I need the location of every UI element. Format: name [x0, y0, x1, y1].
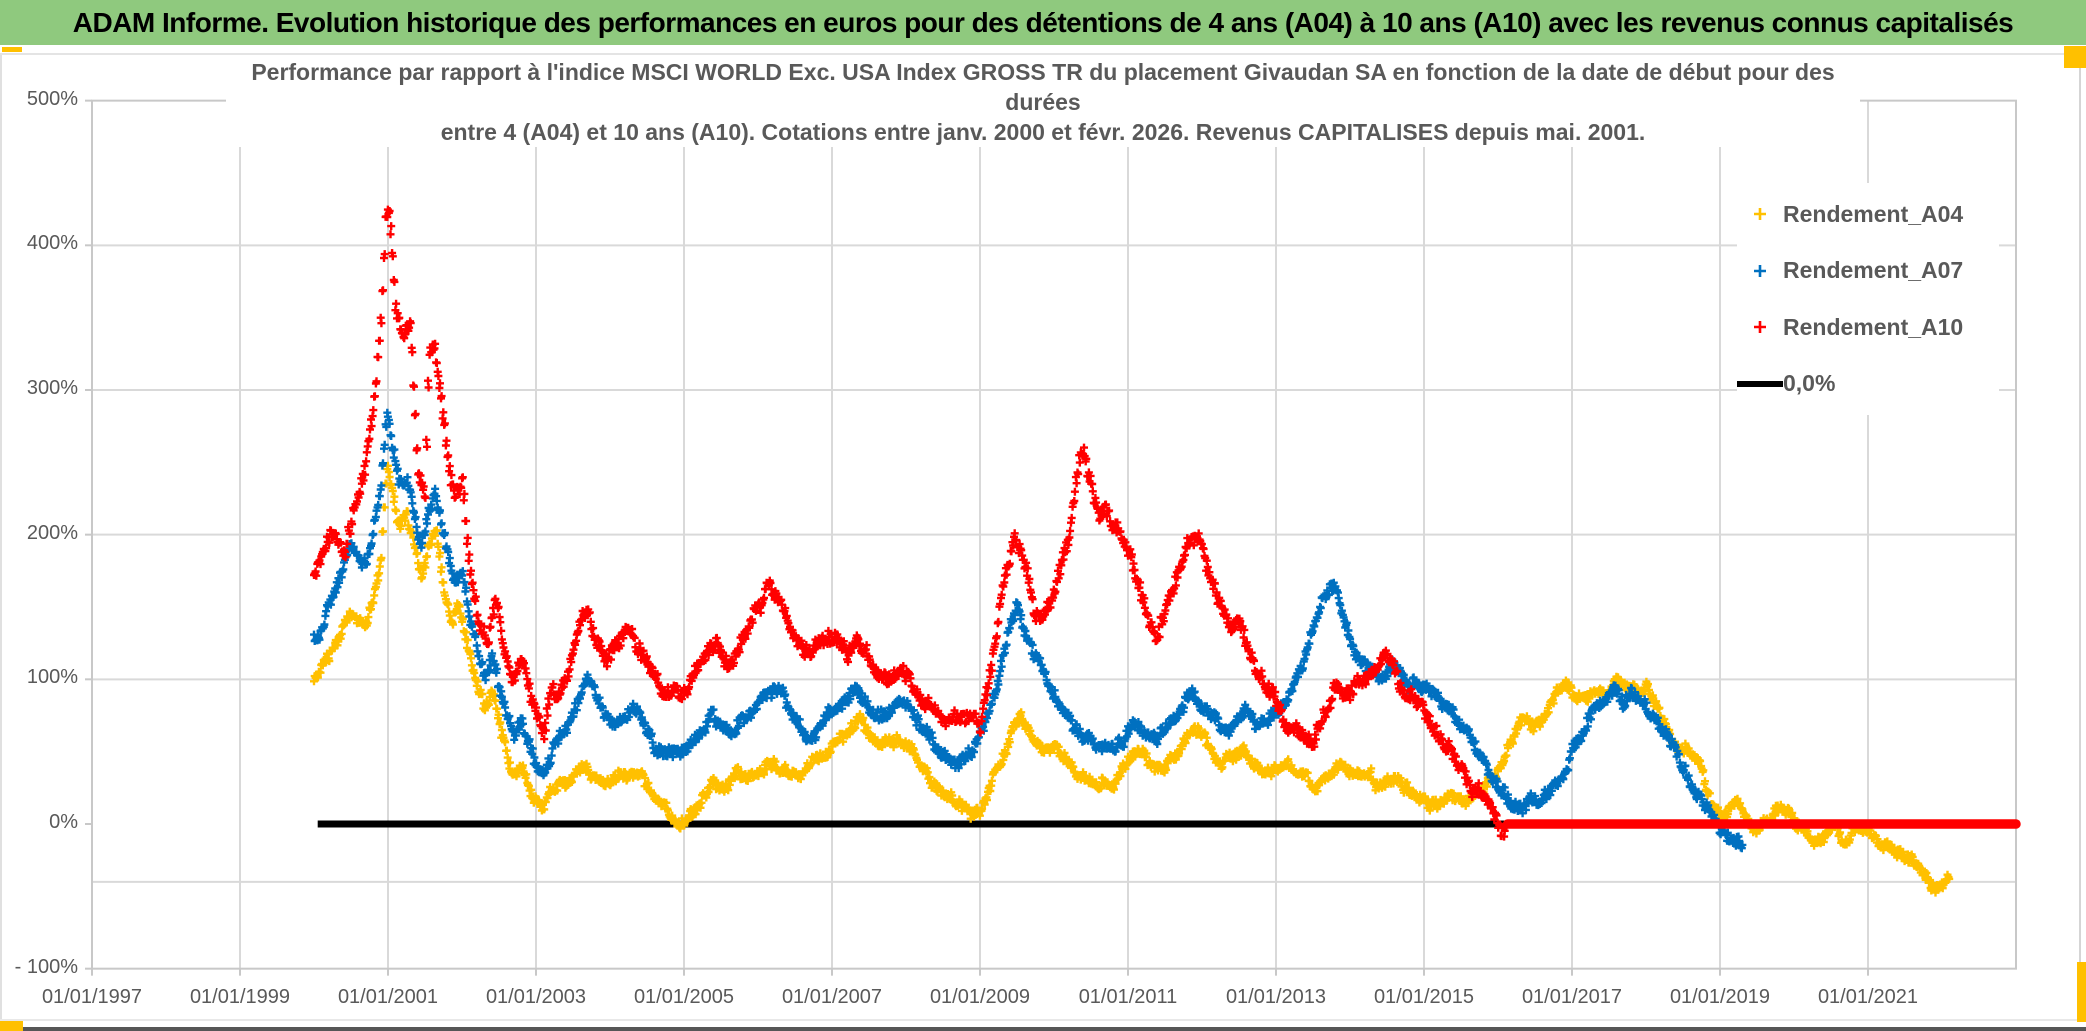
x-axis-label: 01/01/2011: [1078, 986, 1178, 1008]
x-axis-label: 01/01/2005: [633, 986, 735, 1008]
x-axis-label: 01/01/2007: [781, 986, 883, 1008]
series-markers-Rendement_A07: [310, 408, 1747, 853]
y-axis-label: 200%: [26, 521, 78, 544]
y-axis-label: 100%: [26, 666, 78, 689]
footer-divider: [0, 1019, 2086, 1021]
legend-item-0-0-[interactable]: 0,0%: [1737, 359, 1999, 409]
x-axis-label: 01/01/1999: [189, 986, 291, 1008]
legend-label: 0,0%: [1783, 370, 1836, 397]
x-axis-label: 01/01/2019: [1669, 986, 1771, 1008]
legend-label: Rendement_A10: [1783, 313, 1964, 340]
accent-mark-top-right: [2064, 46, 2086, 68]
frame-right-border: [2079, 55, 2081, 1021]
y-axis-label: 0%: [49, 811, 78, 833]
header-title: ADAM Informe. Evolution historique des p…: [72, 6, 2014, 38]
x-axis-label: 01/01/1997: [41, 986, 143, 1008]
legend-label: Rendement_A04: [1783, 200, 1964, 227]
chart-title-line-2: durées: [1005, 89, 1081, 115]
chart-title: Performance par rapport à l'indice MSCI …: [226, 57, 1860, 147]
x-axis-label: 01/01/2009: [929, 986, 1031, 1008]
x-axis-label: 01/01/2013: [1225, 986, 1327, 1008]
legend-item-rendement-a04[interactable]: Rendement_A04: [1737, 189, 1999, 239]
plus-marker-icon: [1737, 206, 1783, 222]
plus-marker-icon: [1737, 319, 1783, 335]
chart-title-line-1: Performance par rapport à l'indice MSCI …: [251, 59, 1835, 85]
header-banner: ADAM Informe. Evolution historique des p…: [0, 0, 2086, 45]
x-axis-label: 01/01/2003: [485, 986, 587, 1008]
series-markers-Rendement_A10: [310, 205, 1511, 841]
y-axis-label: 300%: [26, 376, 78, 399]
legend-label: Rendement_A07: [1783, 257, 1964, 284]
y-axis-label: 500%: [26, 87, 78, 110]
chart-title-line-3: entre 4 (A04) et 10 ans (A10). Cotations…: [440, 119, 1646, 145]
accent-mark-top-left: [2, 47, 22, 52]
y-axis-label: - 100%: [14, 955, 78, 978]
accent-mark-bottom-right: [2077, 962, 2086, 1022]
x-axis-label: 01/01/2015: [1373, 986, 1475, 1008]
y-axis-label: 400%: [26, 232, 78, 255]
frame-left-border: [0, 55, 2, 1021]
legend-item-rendement-a10[interactable]: Rendement_A10: [1737, 302, 1999, 352]
header-divider: [0, 53, 2086, 55]
x-axis-label: 01/01/2001: [337, 986, 439, 1008]
window-bottom-edge: [0, 1027, 2086, 1031]
line-marker-icon: [1737, 380, 1783, 388]
x-axis-label: 01/01/2021: [1817, 986, 1919, 1008]
accent-mark-bottom-left: [0, 1021, 23, 1031]
legend-item-rendement-a07[interactable]: Rendement_A07: [1737, 246, 1999, 296]
x-axis-label: 01/01/2017: [1521, 986, 1623, 1008]
plus-marker-icon: [1737, 263, 1783, 279]
chart-legend[interactable]: Rendement_A04 Rendement_A07 Rendement_A10 0…: [1737, 183, 1999, 415]
